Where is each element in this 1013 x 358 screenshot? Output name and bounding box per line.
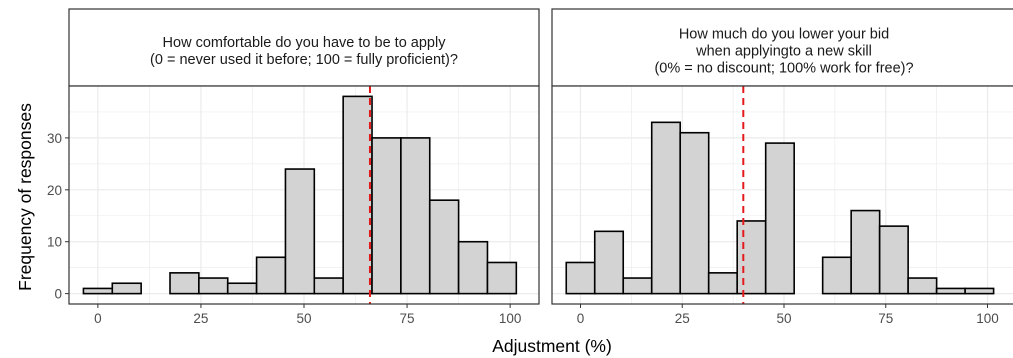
x-tick-label: 100 <box>499 311 522 326</box>
x-tick-label: 0 <box>94 311 102 326</box>
histogram-bar <box>342 95 373 295</box>
histogram-bar <box>736 220 767 295</box>
histogram-bar <box>878 225 909 295</box>
x-axis-title: Adjustment (%) <box>492 336 612 356</box>
histogram-bar <box>764 142 795 295</box>
histogram-bar <box>82 287 114 295</box>
x-tick-label: 50 <box>296 311 311 326</box>
histogram-bar <box>907 277 938 295</box>
histogram-bar <box>935 287 966 295</box>
histogram-bar <box>428 199 460 295</box>
facet-strip <box>551 8 1013 87</box>
facet-title-line: (0% = no discount; 100% work for free)? <box>654 61 913 77</box>
x-tick-label: 25 <box>675 311 690 326</box>
histogram-bar <box>284 168 316 295</box>
histogram-bar <box>850 209 881 295</box>
histogram-bar <box>255 256 287 295</box>
facet-strip <box>68 8 540 87</box>
facet-title-line: How comfortable do you have to be to app… <box>163 35 447 51</box>
y-tick-label: 10 <box>47 235 62 250</box>
x-tick-label: 25 <box>193 311 208 326</box>
histogram-bar <box>964 287 995 295</box>
histogram-bar <box>111 282 142 295</box>
histogram-bar <box>313 277 344 295</box>
x-tick-label: 100 <box>976 311 999 326</box>
histogram-bar <box>371 137 402 295</box>
facet-title-line: (0 = never used it before; 100 = fully p… <box>150 52 458 68</box>
x-tick-label: 75 <box>400 311 415 326</box>
histogram-bar <box>679 131 710 295</box>
histogram-bar <box>650 121 682 295</box>
facet-title-line: How much do you lower your bid <box>679 27 889 43</box>
histogram-bar <box>457 240 489 295</box>
histogram-bar <box>400 137 431 295</box>
y-tick-label: 20 <box>47 183 62 198</box>
histogram-bar <box>226 282 258 295</box>
facet-panel-1: How comfortable do you have to be to app… <box>47 8 540 326</box>
histogram-bar <box>486 261 518 295</box>
y-tick-label: 0 <box>54 287 62 302</box>
histogram-bar <box>198 277 229 295</box>
x-tick-label: 75 <box>878 311 893 326</box>
x-tick-label: 0 <box>577 311 585 326</box>
histogram-bar <box>565 261 596 295</box>
histogram-bar <box>821 256 852 295</box>
x-tick-label: 50 <box>776 311 791 326</box>
y-axis-title: Frequency of responses <box>15 103 35 291</box>
y-tick-label: 30 <box>47 131 62 146</box>
histogram-bar <box>169 272 200 295</box>
histogram-bar <box>622 277 653 295</box>
histogram-bar <box>593 230 625 295</box>
facet-title-line: when applyingto a new skill <box>695 44 872 60</box>
histogram-bar <box>707 272 738 295</box>
